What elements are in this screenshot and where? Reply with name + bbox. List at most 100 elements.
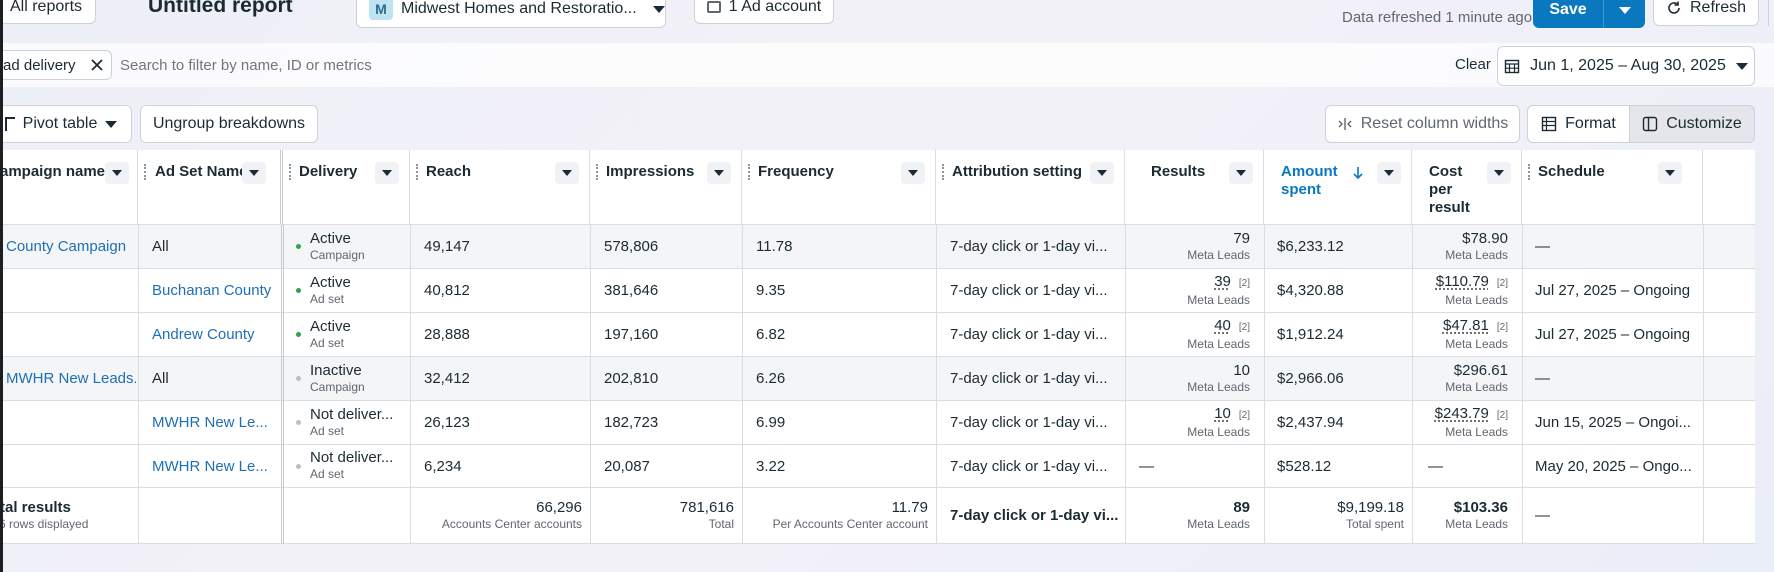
- table-row[interactable]: MWHR New Le... Not deliver... Ad set 6,2…: [0, 445, 1755, 488]
- date-range-label: Jun 1, 2025 – Aug 30, 2025: [1530, 57, 1726, 74]
- all-reports-button[interactable]: All reports: [0, 0, 96, 24]
- frequency-value: 3.22: [756, 457, 786, 475]
- campaign-name-link[interactable]: [6, 445, 136, 487]
- ad-account-button[interactable]: 1 Ad account: [694, 0, 834, 24]
- totals-reach: 66,296 Accounts Center accounts: [441, 498, 582, 531]
- customize-button[interactable]: Customize: [1629, 105, 1755, 143]
- cost-per-result-value: —: [1428, 457, 1443, 475]
- sort-descending-icon[interactable]: [1352, 166, 1364, 180]
- impressions-value: 381,646: [604, 282, 659, 299]
- attribution-value: 7-day click or 1-day vi...: [950, 238, 1108, 255]
- drag-handle-icon[interactable]: [942, 164, 945, 180]
- drag-handle-icon[interactable]: [144, 164, 147, 180]
- column-menu-button[interactable]: [1229, 162, 1253, 184]
- pivot-table-button[interactable]: Pivot table: [0, 105, 132, 143]
- search-input[interactable]: [120, 50, 1020, 80]
- column-header-reach[interactable]: Reach: [410, 150, 590, 225]
- chevron-down-icon: [105, 120, 118, 128]
- refresh-button[interactable]: Refresh: [1653, 0, 1759, 26]
- cost-footnote: [2]: [1496, 409, 1508, 421]
- cost-per-result-value: $47.81 [2] Meta Leads: [1442, 316, 1508, 351]
- schedule-value: —: [1535, 370, 1550, 387]
- campaign-name-link[interactable]: MWHR New Leads...: [6, 370, 136, 387]
- campaign-name-link[interactable]: [6, 269, 136, 312]
- cost-line3: result: [1429, 199, 1470, 216]
- drag-handle-icon[interactable]: [596, 164, 599, 180]
- status-dot-icon: [296, 288, 301, 293]
- drag-handle-icon[interactable]: [1528, 164, 1531, 180]
- adset-name: All: [152, 238, 169, 255]
- status-dot-icon: [296, 463, 301, 469]
- column-header-cost-per-result[interactable]: Cost per result: [1412, 150, 1522, 225]
- table-row[interactable]: Andrew County Active Ad set 28,888 197,1…: [0, 313, 1755, 357]
- filter-chip[interactable]: ad delivery: [0, 50, 112, 80]
- date-range-picker[interactable]: Jun 1, 2025 – Aug 30, 2025: [1497, 46, 1755, 86]
- cost-per-result-value: $78.90 Meta Leads: [1445, 229, 1508, 262]
- report-table: ampaign name Ad Set Name Delivery Reach …: [0, 150, 1755, 544]
- filter-clear-button[interactable]: Clear: [1455, 56, 1491, 73]
- column-divider: [742, 225, 743, 544]
- account-name: Midwest Homes and Restoratio...: [401, 0, 637, 17]
- column-header-results[interactable]: Results: [1125, 150, 1264, 225]
- campaign-name-link[interactable]: [6, 401, 136, 444]
- column-header-impressions[interactable]: Impressions: [590, 150, 742, 225]
- cost-per-result-value: $296.61 Meta Leads: [1445, 361, 1508, 394]
- column-header-schedule[interactable]: Schedule: [1522, 150, 1703, 225]
- column-menu-button[interactable]: [1377, 162, 1401, 184]
- reach-value: 40,812: [424, 282, 470, 299]
- campaign-name-link[interactable]: County Campaign: [6, 238, 127, 255]
- column-menu-button[interactable]: [105, 162, 129, 184]
- ungroup-breakdowns-button[interactable]: Ungroup breakdowns: [140, 105, 318, 143]
- chevron-down-icon: [1097, 170, 1107, 176]
- reach-value: 49,147: [424, 238, 470, 255]
- drag-handle-icon[interactable]: [748, 164, 751, 180]
- column-header-attribution[interactable]: Attribution setting: [936, 150, 1125, 225]
- campaign-name-link[interactable]: [6, 313, 136, 356]
- drag-handle-icon[interactable]: [289, 164, 292, 180]
- frequency-value: 9.35: [756, 282, 786, 299]
- column-divider: [936, 225, 937, 544]
- column-menu-button[interactable]: [1090, 162, 1114, 184]
- top-bar: All reports Untitled report M Midwest Ho…: [0, 0, 1774, 40]
- drag-handle-icon[interactable]: [416, 164, 419, 180]
- schedule-value: Jul 27, 2025 – Ongoing: [1535, 282, 1691, 299]
- format-button[interactable]: Format: [1527, 105, 1630, 143]
- filter-chip-label: ad delivery: [3, 56, 76, 74]
- totals-schedule: —: [1535, 507, 1550, 524]
- column-header-campaign[interactable]: ampaign name: [0, 150, 138, 225]
- column-menu-button[interactable]: [707, 162, 731, 184]
- cost-line2: per: [1429, 181, 1453, 198]
- column-header-delivery[interactable]: Delivery: [283, 150, 410, 225]
- adset-name[interactable]: Buchanan County: [152, 282, 272, 299]
- column-menu-button[interactable]: [375, 162, 399, 184]
- table-row[interactable]: County Campaign All Active Campaign 49,1…: [0, 225, 1755, 269]
- totals-row: tal results 6 rows displayed 66,296 Accou…: [0, 488, 1755, 544]
- customize-label: Customize: [1666, 115, 1742, 132]
- save-button[interactable]: Save: [1533, 0, 1603, 28]
- column-header-adset[interactable]: Ad Set Name: [138, 150, 283, 225]
- column-menu-button[interactable]: [1658, 162, 1682, 184]
- totals-label-cell: tal results 6 rows displayed: [0, 488, 138, 543]
- adset-name[interactable]: MWHR New Le...: [152, 457, 268, 475]
- column-menu-button[interactable]: [1487, 162, 1511, 184]
- adset-name[interactable]: Andrew County: [152, 326, 255, 343]
- column-menu-button[interactable]: [555, 162, 579, 184]
- result-footnote: [2]: [1238, 409, 1250, 421]
- column-menu-button[interactable]: [242, 162, 266, 184]
- column-header-amount-spent[interactable]: Amount spent: [1264, 150, 1412, 225]
- column-header-frequency[interactable]: Frequency: [742, 150, 936, 225]
- table-row[interactable]: Buchanan County Active Ad set 40,812 381…: [0, 269, 1755, 313]
- impressions-value: 20,087: [604, 457, 650, 475]
- chevron-down-icon: [249, 170, 259, 176]
- column-divider: [1522, 225, 1523, 544]
- reset-column-widths-button[interactable]: Reset column widths: [1325, 105, 1520, 143]
- chevron-down-icon: [714, 170, 724, 176]
- close-icon[interactable]: [90, 58, 104, 72]
- adset-name[interactable]: MWHR New Le...: [152, 414, 268, 431]
- column-menu-button[interactable]: [901, 162, 925, 184]
- report-title[interactable]: Untitled report: [148, 0, 293, 17]
- save-dropdown-button[interactable]: [1603, 0, 1645, 28]
- table-row[interactable]: MWHR New Leads... All Inactive Campaign …: [0, 357, 1755, 401]
- account-selector[interactable]: M Midwest Homes and Restoratio...: [356, 0, 666, 28]
- table-row[interactable]: MWHR New Le... Not deliver... Ad set 26,…: [0, 401, 1755, 445]
